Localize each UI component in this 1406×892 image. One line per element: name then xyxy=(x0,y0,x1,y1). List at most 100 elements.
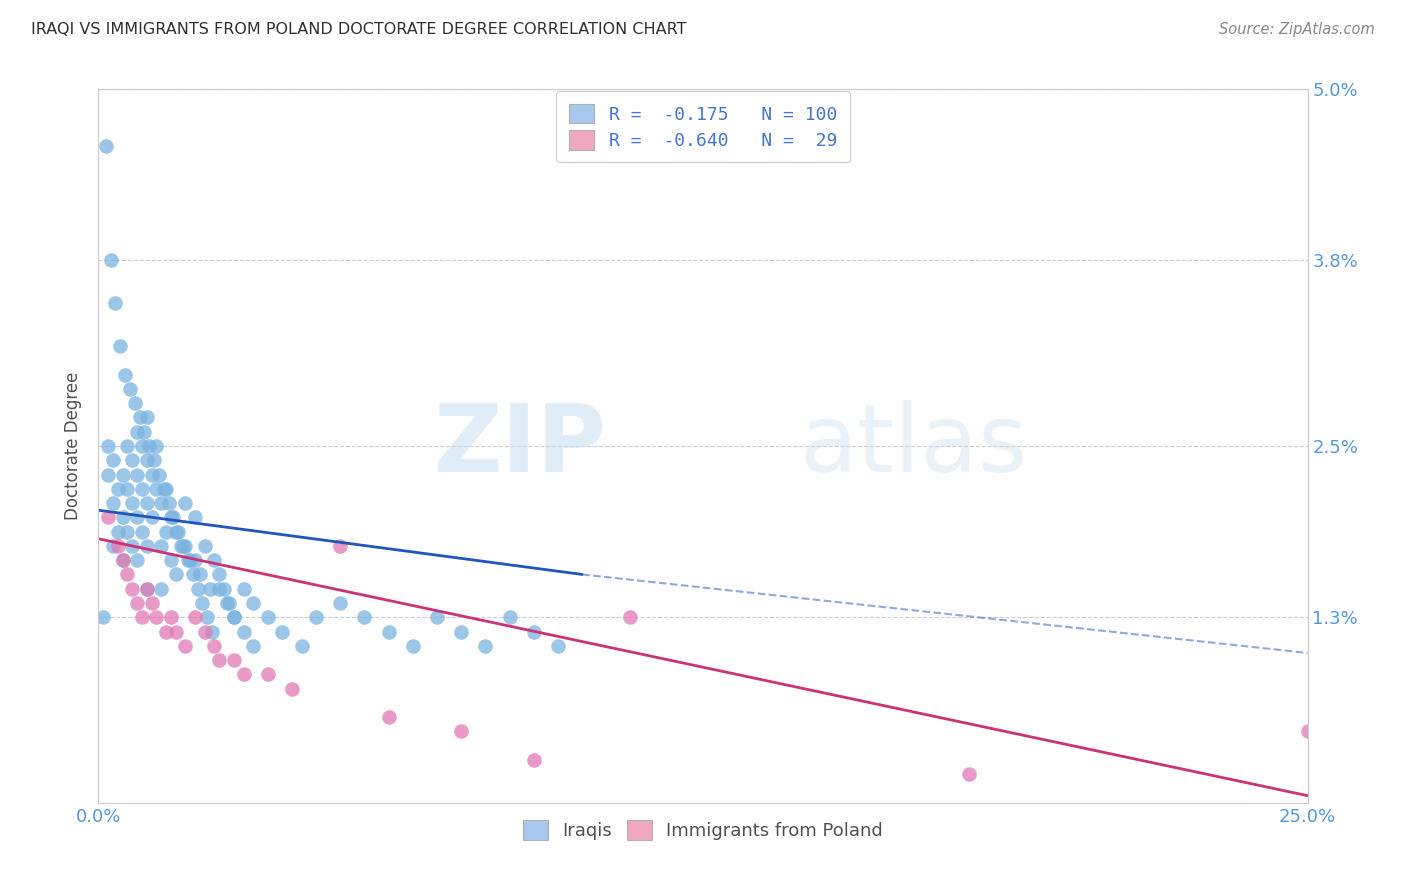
Point xyxy=(150,496,173,510)
Point xyxy=(498,610,520,624)
Point xyxy=(232,624,254,639)
Point xyxy=(127,425,149,439)
Point xyxy=(208,653,231,667)
Point xyxy=(184,510,207,524)
Point xyxy=(121,582,143,596)
Point xyxy=(131,439,153,453)
Point xyxy=(155,524,177,539)
Point xyxy=(111,553,134,567)
Point xyxy=(160,553,183,567)
Point xyxy=(218,596,240,610)
Point xyxy=(174,539,197,553)
Point xyxy=(169,539,191,553)
Point xyxy=(232,667,254,681)
Point xyxy=(150,582,173,596)
Point xyxy=(242,596,264,610)
Point xyxy=(208,582,231,596)
Point xyxy=(450,624,472,639)
Point xyxy=(222,610,245,624)
Point xyxy=(141,467,163,482)
Point xyxy=(474,639,496,653)
Point xyxy=(124,396,146,410)
Point xyxy=(353,610,375,624)
Point xyxy=(157,496,180,510)
Point xyxy=(187,582,209,596)
Point xyxy=(111,510,134,524)
Point xyxy=(523,624,546,639)
Point xyxy=(135,582,157,596)
Point xyxy=(188,567,211,582)
Point xyxy=(222,653,245,667)
Point xyxy=(107,524,129,539)
Point xyxy=(145,482,167,496)
Point xyxy=(162,510,184,524)
Text: Source: ZipAtlas.com: Source: ZipAtlas.com xyxy=(1219,22,1375,37)
Point xyxy=(523,753,546,767)
Point xyxy=(198,582,221,596)
Point xyxy=(121,496,143,510)
Point xyxy=(117,524,139,539)
Point xyxy=(177,553,200,567)
Point xyxy=(1296,724,1319,739)
Point xyxy=(108,339,131,353)
Point xyxy=(127,553,149,567)
Point xyxy=(101,453,124,467)
Point xyxy=(547,639,569,653)
Point xyxy=(305,610,328,624)
Point xyxy=(208,567,231,582)
Point xyxy=(97,510,120,524)
Point xyxy=(174,496,197,510)
Point xyxy=(135,539,157,553)
Legend: Iraqis, Immigrants from Poland: Iraqis, Immigrants from Poland xyxy=(516,813,890,847)
Point xyxy=(148,467,170,482)
Point xyxy=(118,382,141,396)
Point xyxy=(165,624,187,639)
Point xyxy=(101,539,124,553)
Text: IRAQI VS IMMIGRANTS FROM POLAND DOCTORATE DEGREE CORRELATION CHART: IRAQI VS IMMIGRANTS FROM POLAND DOCTORAT… xyxy=(31,22,686,37)
Point xyxy=(212,582,235,596)
Point xyxy=(117,482,139,496)
Point xyxy=(155,482,177,496)
Text: ZIP: ZIP xyxy=(433,400,606,492)
Point xyxy=(111,467,134,482)
Point xyxy=(104,296,127,310)
Point xyxy=(100,253,122,268)
Point xyxy=(179,553,201,567)
Point xyxy=(114,368,136,382)
Point xyxy=(191,596,214,610)
Text: atlas: atlas xyxy=(800,400,1028,492)
Point xyxy=(128,410,150,425)
Point xyxy=(155,624,177,639)
Point xyxy=(957,767,980,781)
Point xyxy=(97,439,120,453)
Point xyxy=(329,539,352,553)
Point xyxy=(111,553,134,567)
Point xyxy=(131,482,153,496)
Point xyxy=(426,610,449,624)
Point xyxy=(127,467,149,482)
Point xyxy=(141,596,163,610)
Point xyxy=(450,724,472,739)
Point xyxy=(242,639,264,653)
Point xyxy=(256,610,278,624)
Point xyxy=(121,453,143,467)
Point xyxy=(194,624,217,639)
Point xyxy=(377,710,399,724)
Point xyxy=(215,596,238,610)
Point xyxy=(107,539,129,553)
Point xyxy=(94,139,117,153)
Point xyxy=(101,496,124,510)
Point xyxy=(97,467,120,482)
Y-axis label: Doctorate Degree: Doctorate Degree xyxy=(65,372,83,520)
Point xyxy=(135,453,157,467)
Point xyxy=(165,524,187,539)
Point xyxy=(127,510,149,524)
Point xyxy=(127,596,149,610)
Point xyxy=(138,439,160,453)
Point xyxy=(232,582,254,596)
Point xyxy=(204,553,226,567)
Point xyxy=(165,567,187,582)
Point xyxy=(160,510,183,524)
Point xyxy=(290,639,312,653)
Point xyxy=(145,439,167,453)
